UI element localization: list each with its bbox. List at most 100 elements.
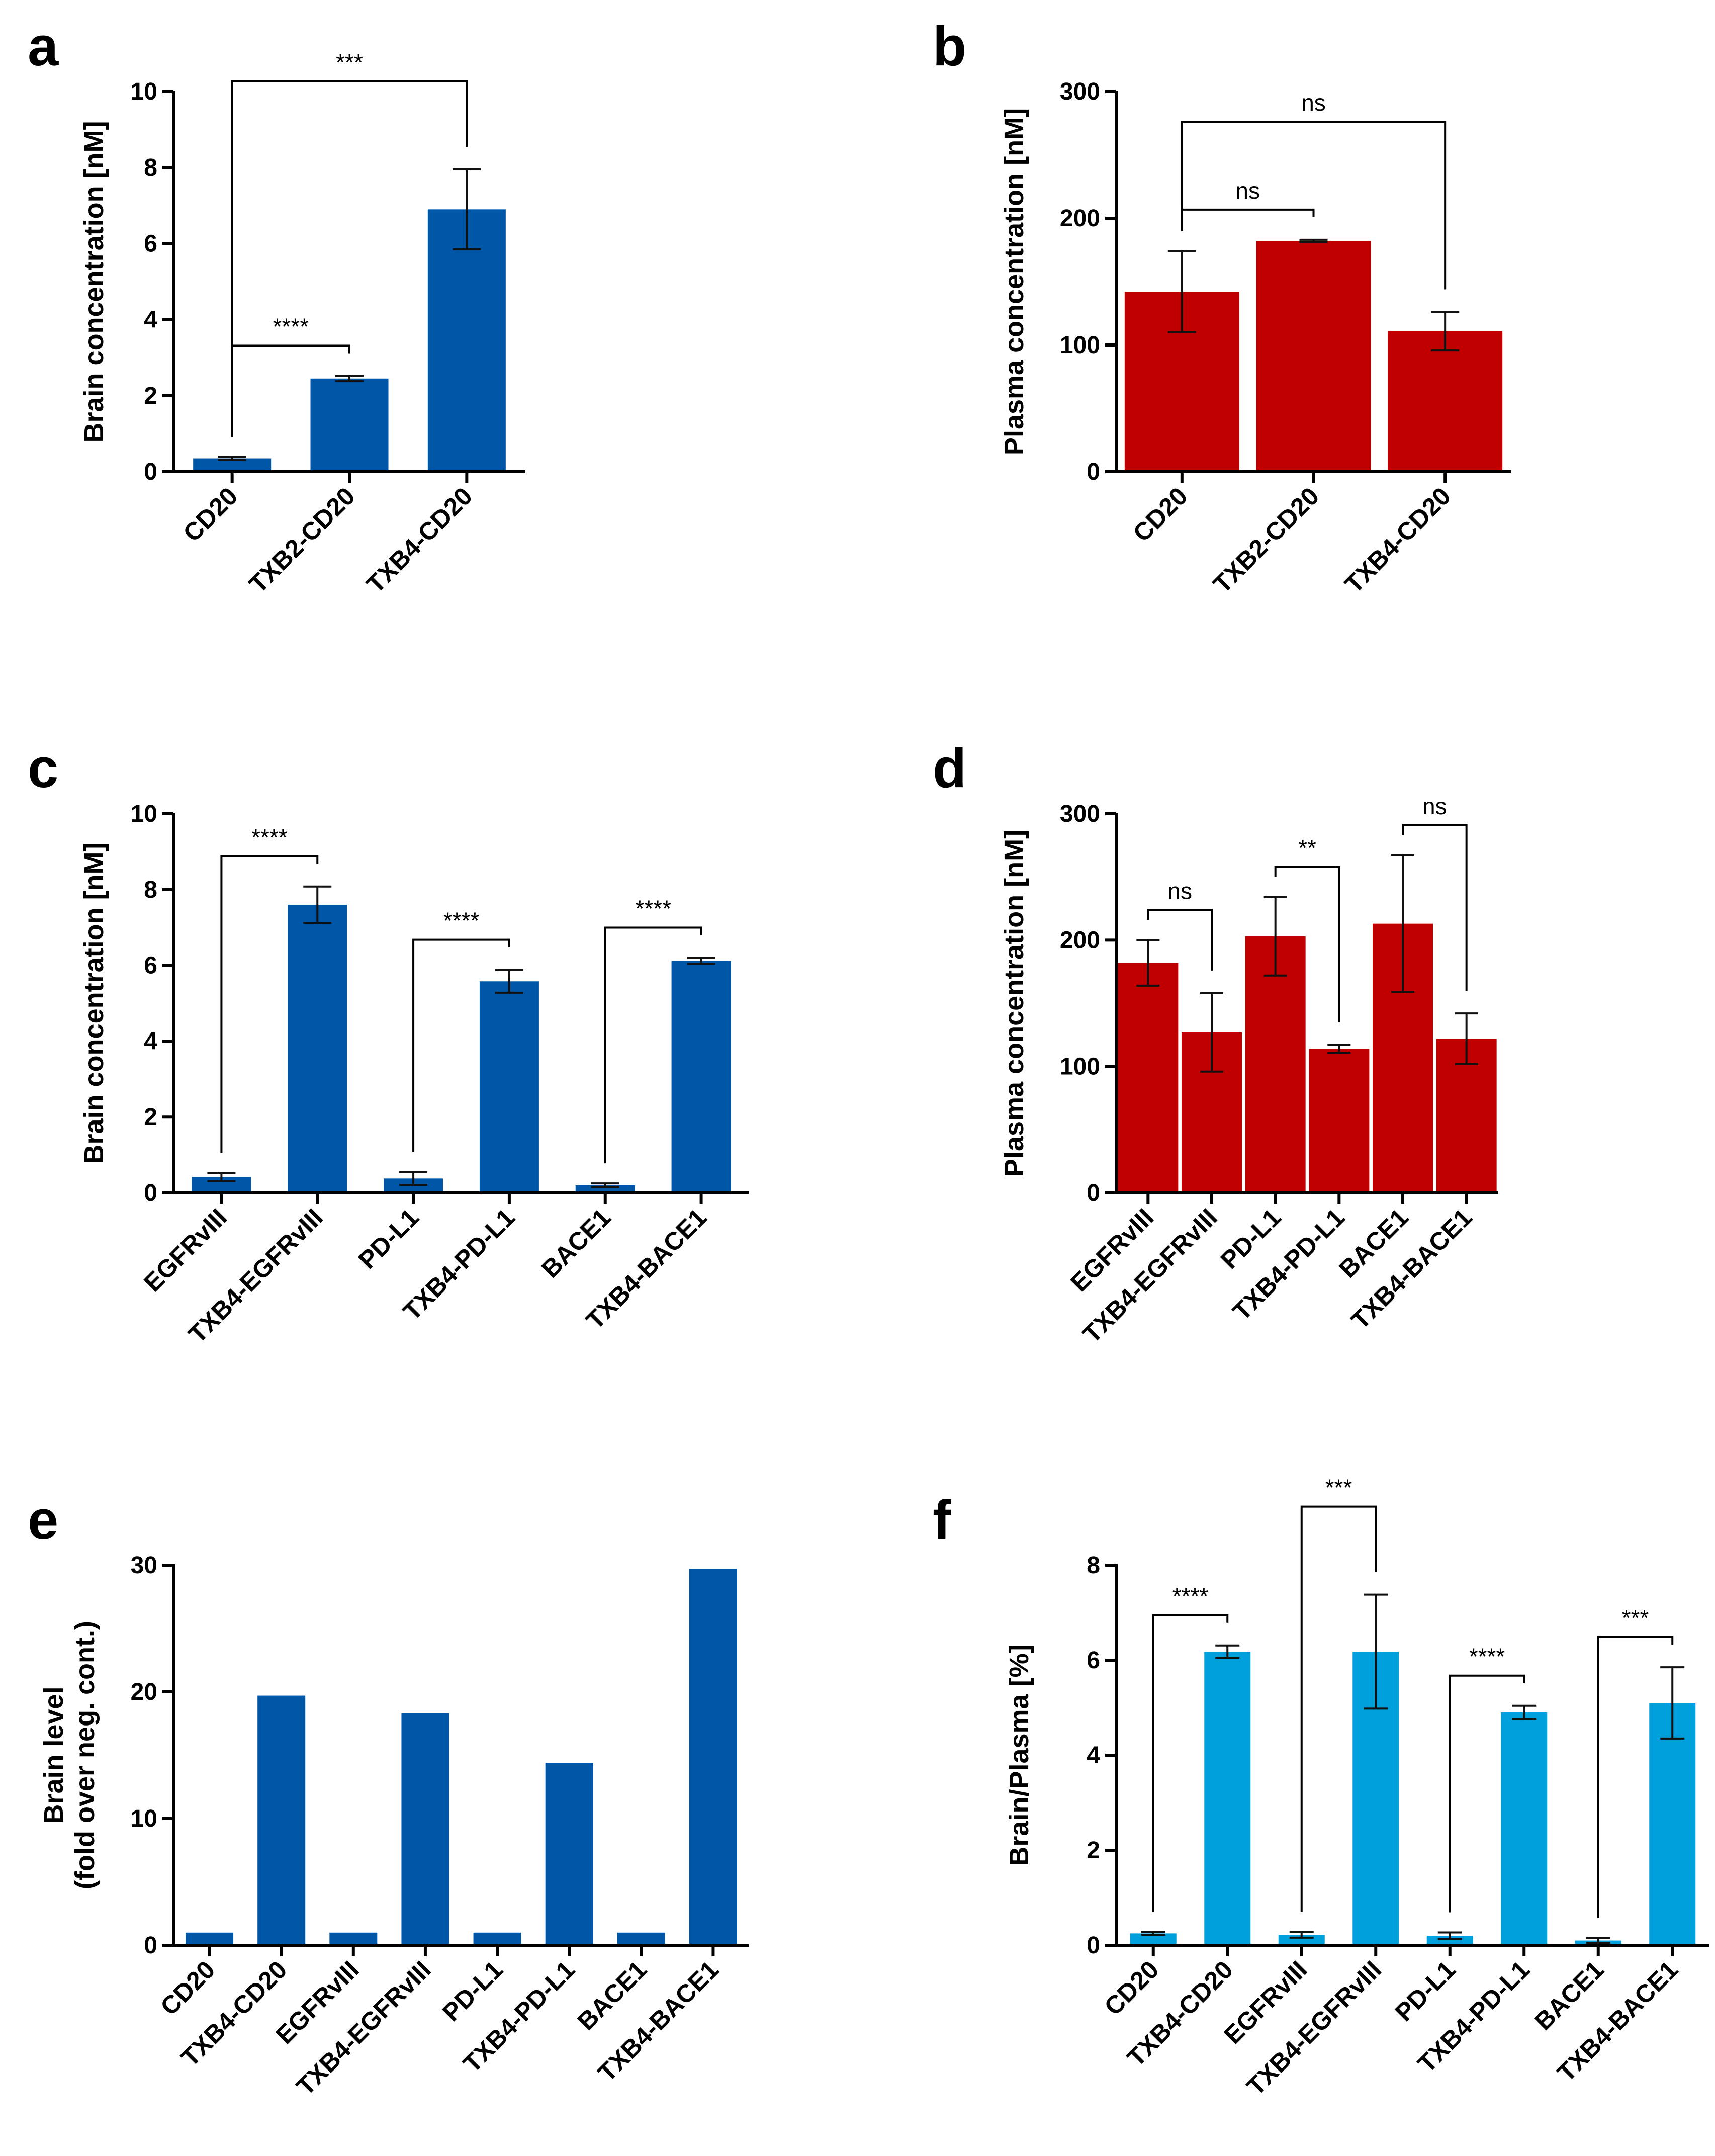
significance-bracket <box>1181 121 1447 290</box>
bar <box>427 209 506 472</box>
significance-label: **** <box>1172 1583 1209 1609</box>
y-tick-label: 6 <box>144 230 157 257</box>
bar <box>1118 963 1179 1193</box>
y-tick-label: 100 <box>1060 332 1100 359</box>
bar <box>1245 936 1306 1193</box>
significance-bracket <box>1274 866 1340 1022</box>
bar <box>310 378 389 472</box>
panel-letter: f <box>933 1489 951 1551</box>
bar <box>288 904 347 1193</box>
y-tick-label: 200 <box>1060 927 1100 954</box>
bar <box>1256 241 1371 472</box>
significance-bracket <box>1402 824 1468 991</box>
panel-c: c Brain concentration [nM] 0 2 4 6 8 10 EGFRvIII… <box>28 737 749 1348</box>
bar <box>257 1695 306 1945</box>
significance-bracket <box>604 926 702 1164</box>
y-tick-label: 200 <box>1060 205 1100 232</box>
panel-letter: e <box>28 1489 58 1551</box>
y-axis-title: (fold over neg. cont.) <box>70 1621 100 1889</box>
x-tick-label: PD-L1 <box>353 1203 424 1274</box>
significance-label: *** <box>1325 1475 1352 1501</box>
y-tick-label: 8 <box>1087 1552 1100 1579</box>
y-tick-label: 0 <box>144 459 157 485</box>
significance-label: *** <box>1622 1605 1649 1631</box>
panel-a: a Brain concentration [nM] 0 2 4 6 8 10 CD20 TXB2… <box>28 16 525 598</box>
bar <box>473 1932 521 1945</box>
y-axis-title: Brain/Plasma [%] <box>1004 1644 1034 1866</box>
y-tick-label: 10 <box>131 801 157 827</box>
significance-label: ns <box>1235 178 1260 204</box>
significance-label: **** <box>273 313 309 339</box>
significance-label: *** <box>336 49 363 75</box>
significance-label: ns <box>1167 878 1192 904</box>
significance-bracket <box>220 855 319 1153</box>
x-tick-label: TXB4-PD-L1 <box>1227 1203 1350 1326</box>
y-tick-label: 0 <box>144 1180 157 1206</box>
x-tick-label: PD-L1 <box>1390 1955 1461 2027</box>
panel-e: e Brain level (fold over neg. cont.) 0 10 20 3… <box>28 1489 749 2101</box>
y-tick-label: 4 <box>1087 1742 1100 1769</box>
bar <box>575 1185 635 1193</box>
x-tick-label: CD20 <box>1099 1955 1164 2021</box>
y-axis-title: Brain concentration [nM] <box>79 121 109 442</box>
bar <box>1309 1049 1370 1193</box>
y-tick-label: 0 <box>1087 1932 1100 1959</box>
significance-label: **** <box>1469 1644 1505 1670</box>
x-tick-label: CD20 <box>177 482 243 547</box>
y-tick-label: 10 <box>131 1805 157 1832</box>
y-tick-label: 8 <box>144 154 157 181</box>
bar <box>186 1932 234 1945</box>
y-axis-title: Brain concentration [nM] <box>79 842 109 1164</box>
x-tick-label: PD-L1 <box>437 1955 508 2027</box>
panel-b: b Plasma concentration [nM] 0 100 200 300 CD20… <box>933 16 1511 598</box>
significance-label: **** <box>443 908 480 934</box>
y-tick-label: 300 <box>1060 78 1100 105</box>
bar <box>329 1932 378 1945</box>
x-tick-label: EGFRvIII <box>138 1203 232 1297</box>
significance-bracket <box>1597 1636 1674 1918</box>
x-tick-label: CD20 <box>1128 482 1193 547</box>
x-tick-label: TXB4-CD20 <box>1339 482 1456 598</box>
x-tick-label: CD20 <box>155 1955 220 2021</box>
bar <box>671 961 731 1193</box>
y-tick-label: 0 <box>1087 459 1100 485</box>
y-tick-label: 30 <box>131 1552 157 1579</box>
x-tick-label: TXB2-CD20 <box>1208 482 1324 598</box>
y-tick-label: 6 <box>144 953 157 979</box>
significance-label: **** <box>251 824 288 850</box>
y-tick-label: 0 <box>144 1932 157 1959</box>
significance-bracket <box>412 938 510 1152</box>
y-tick-label: 0 <box>1087 1180 1100 1206</box>
significance-label: ns <box>1422 793 1447 819</box>
bar <box>545 1763 593 1945</box>
significance-label: **** <box>635 896 671 922</box>
y-tick-label: 4 <box>144 1028 157 1055</box>
x-tick-label: TXB4-EGFRvIII <box>1241 1955 1387 2101</box>
y-tick-label: 6 <box>1087 1647 1100 1674</box>
x-tick-label: TXB4-CD20 <box>361 482 478 598</box>
y-tick-label: 10 <box>131 78 157 105</box>
y-tick-label: 8 <box>144 877 157 903</box>
bar <box>1388 331 1503 472</box>
y-tick-label: 2 <box>144 383 157 409</box>
y-axis-title: Brain level <box>39 1686 69 1824</box>
y-tick-label: 4 <box>144 307 157 333</box>
significance-bracket <box>231 80 468 437</box>
panel-letter: a <box>28 16 59 77</box>
significance-bracket <box>1300 1505 1377 1912</box>
panel-letter: d <box>933 737 966 799</box>
x-tick-label: TXB4-EGFRvIII <box>291 1955 436 2101</box>
bar <box>1130 1933 1177 1945</box>
significance-label: ns <box>1301 90 1326 116</box>
y-tick-label: 2 <box>144 1104 157 1131</box>
y-tick-label: 100 <box>1060 1054 1100 1080</box>
significance-bracket <box>1147 909 1213 971</box>
significance-bracket <box>1449 1674 1525 1913</box>
significance-label: ** <box>1298 835 1316 861</box>
y-axis-title: Plasma concentration [nM] <box>999 108 1029 455</box>
x-tick-label: BACE1 <box>536 1203 616 1283</box>
bar <box>617 1932 665 1945</box>
